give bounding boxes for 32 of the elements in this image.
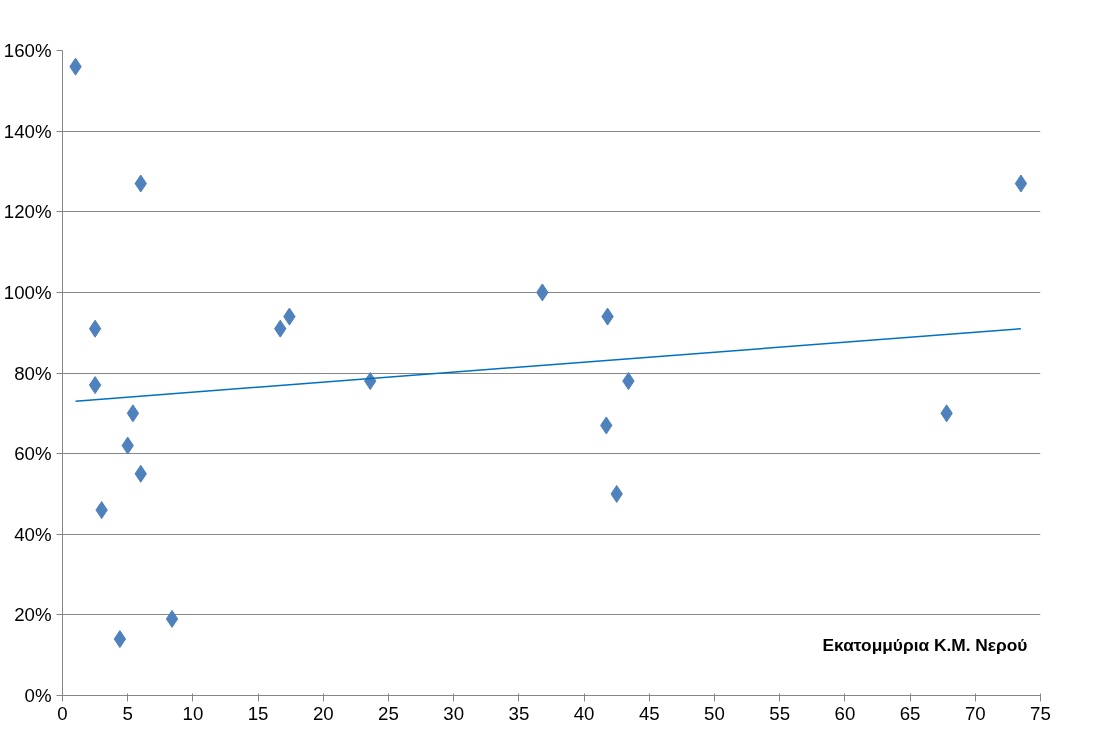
y-tick-label: 120% <box>3 201 52 223</box>
x-tick-label: 50 <box>704 702 725 724</box>
y-tick-label: 40% <box>14 523 52 545</box>
x-tick-label: 75 <box>1030 702 1051 724</box>
point <box>165 609 179 628</box>
y-tick-label: 80% <box>14 362 52 384</box>
x-tick-label: 0 <box>57 702 68 724</box>
y-tick-label: 160% <box>3 40 52 61</box>
x-tick-label: 45 <box>638 702 660 724</box>
y-tick-label: 20% <box>14 604 52 626</box>
point <box>1014 174 1028 193</box>
x-tick-label: 60 <box>834 702 856 724</box>
x-tick-label: 25 <box>378 702 399 724</box>
x-tick-label: 10 <box>182 702 204 724</box>
y-tick-label: 0% <box>24 685 52 706</box>
y-tick-label: 60% <box>14 443 52 465</box>
annotation: Εκατομμύρια Κ.Μ. Νερού <box>822 635 1028 656</box>
x-tick-label: 65 <box>899 702 921 724</box>
y-tick-label: 100% <box>3 281 52 303</box>
x-tick-label: 5 <box>122 702 133 724</box>
point <box>126 404 140 423</box>
x-tick-label: 20 <box>312 702 334 724</box>
point <box>88 319 102 338</box>
point <box>88 376 102 395</box>
x-tick-label: 70 <box>964 702 986 724</box>
x-tick-label: 15 <box>247 702 269 724</box>
point <box>113 630 127 649</box>
y-tick-label: 140% <box>3 120 52 142</box>
x-tick-label: 35 <box>508 702 530 724</box>
x-tick-label: 55 <box>769 702 791 724</box>
x-tick-label: 40 <box>573 702 595 724</box>
x-tick-label: 30 <box>443 702 465 724</box>
